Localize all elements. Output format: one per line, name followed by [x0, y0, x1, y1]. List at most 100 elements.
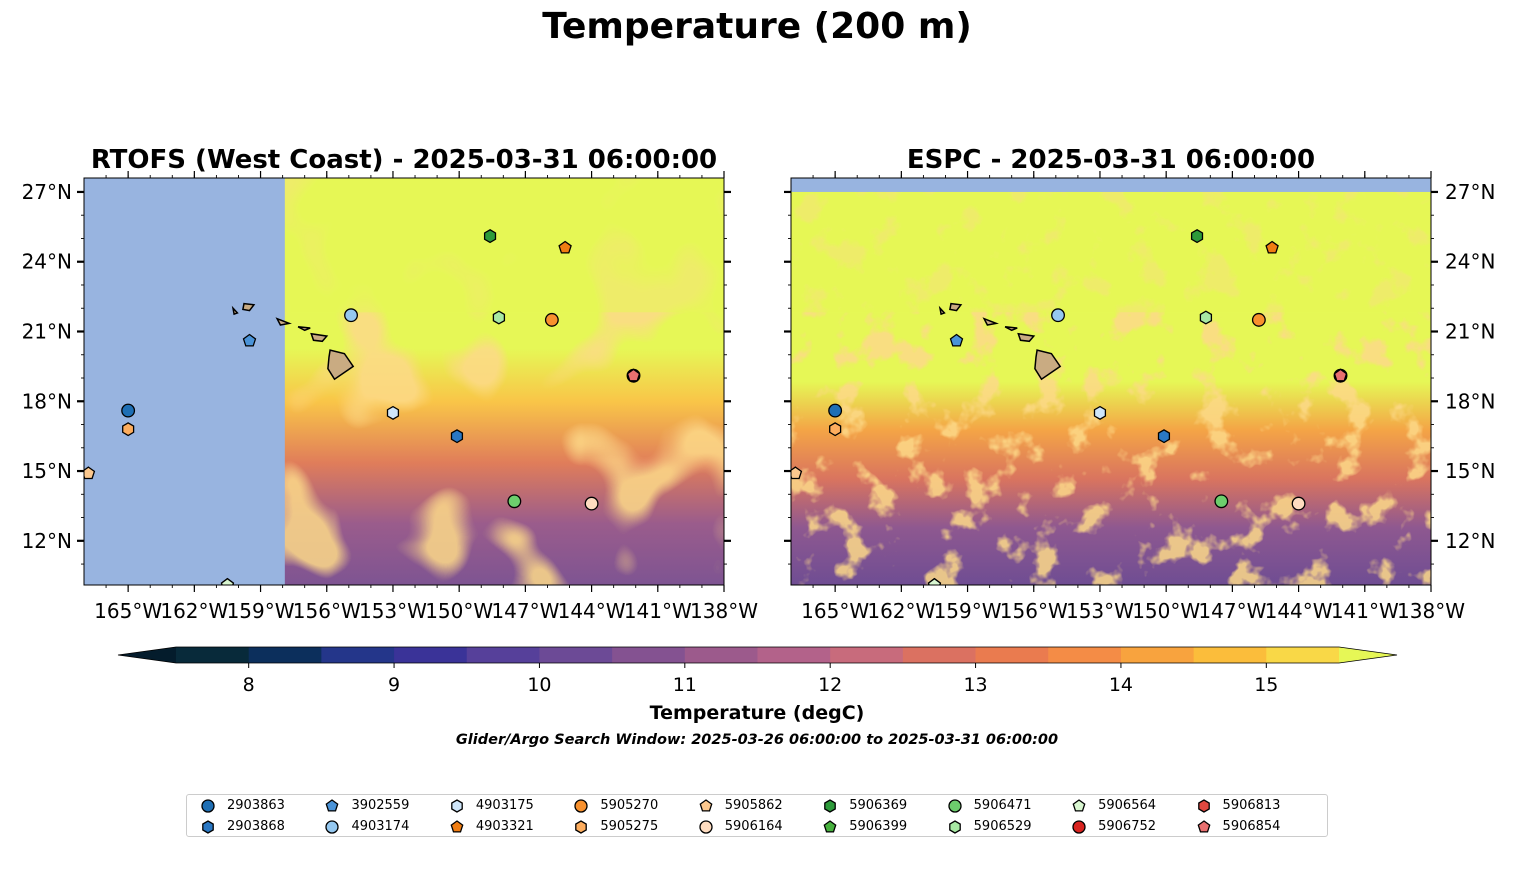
legend-label: 5906564 [1098, 798, 1157, 813]
temperature-field [84, 178, 724, 585]
float-marker-5906529 [1199, 310, 1213, 325]
lon-tick-label: 138°W [690, 599, 758, 623]
float-marker-5906369 [483, 229, 497, 244]
legend-marker-4903321 [450, 819, 464, 833]
legend-marker-5906471 [948, 798, 962, 813]
legend-marker-5905275 [575, 819, 588, 834]
circle-marker-icon [574, 798, 588, 813]
lat-tick-label: 27°N [1445, 180, 1495, 204]
legend-item: 5906529 [944, 816, 1068, 837]
colorbar-bin [757, 647, 831, 663]
legend-label: 2903863 [227, 798, 285, 813]
legend-item: 5906369 [819, 795, 943, 816]
lon-tick-label: 159°W [227, 599, 295, 623]
legend-item: 5905270 [570, 795, 694, 816]
colorbar-bin [466, 647, 540, 663]
float-marker-5905275 [122, 422, 135, 437]
legend-item: 2903868 [197, 816, 321, 837]
rtofs-map-panel: 165°W162°W159°W156°W153°W150°W147°W144°W… [22, 145, 759, 623]
legend-label: 5906529 [973, 819, 1032, 834]
circle-marker-icon [201, 798, 215, 813]
panel-title: ESPC - 2025-03-31 06:00:00 [907, 145, 1315, 175]
lon-tick-label: 144°W [558, 599, 626, 623]
colorbar-bin [176, 647, 250, 663]
colorbar-tick-label: 9 [388, 674, 400, 696]
legend-item: 5906854 [1193, 816, 1317, 837]
colorbar-bin [1193, 647, 1267, 663]
legend-item: 5906399 [819, 816, 943, 837]
legend-item: 5906564 [1068, 795, 1192, 816]
legend-marker-5906813 [1197, 798, 1210, 813]
colorbar-bin [248, 647, 322, 663]
colorbar-under-extend [118, 647, 176, 663]
float-marker-4903174 [1051, 308, 1065, 323]
legend-marker-5906164 [699, 819, 713, 834]
platform-legend: 2903863 2903868 3902559 4903174 4903175 49033… [186, 794, 1328, 837]
lon-tick-label: 138°W [1397, 599, 1465, 623]
legend-label: 4903174 [351, 819, 410, 834]
island [1004, 326, 1018, 332]
float-marker-3902559 [949, 333, 964, 347]
legend-label: 5905270 [600, 798, 659, 813]
legend-label: 5906752 [1098, 819, 1157, 834]
legend-marker-5906564 [1072, 798, 1086, 812]
lat-tick-label: 15°N [22, 459, 72, 483]
legend-marker-2903868 [202, 819, 214, 834]
figure-title: Temperature (200 m) [542, 6, 972, 47]
colorbar-bin [1048, 647, 1122, 663]
island [938, 305, 946, 316]
espc-map-panel: 165°W162°W159°W156°W153°W150°W147°W144°W… [784, 145, 1495, 623]
legend-label: 5906813 [1222, 798, 1281, 813]
float-marker-5906564 [927, 577, 942, 585]
legend-marker-5906399 [823, 819, 837, 833]
island [949, 302, 963, 312]
float-marker-4903174 [344, 308, 358, 323]
legend-item: 4903321 [446, 816, 570, 837]
legend-item: 5905275 [570, 816, 694, 837]
colorbar-tick-label: 11 [673, 674, 697, 696]
legend-item: 5905862 [695, 795, 819, 816]
legend-marker-5906752 [1072, 819, 1086, 834]
colorbar-bin [612, 647, 686, 663]
float-marker-2903868 [1157, 429, 1171, 444]
hexagon-marker-icon [1197, 798, 1210, 813]
lon-tick-label: 141°W [624, 599, 692, 623]
temperature-field [791, 178, 1431, 585]
legend-marker-5906854 [1197, 819, 1211, 833]
colorbar-over-extend [1339, 647, 1397, 663]
lon-tick-label: 147°W [1198, 599, 1266, 623]
legend-marker-3902559 [325, 798, 339, 812]
float-marker-4903175 [386, 405, 400, 420]
circle-marker-icon [699, 819, 713, 834]
float-marker-5905862 [791, 466, 803, 480]
colorbar-bin [830, 647, 904, 663]
legend-label: 4903321 [475, 819, 534, 834]
no-data-region [84, 178, 285, 585]
colorbar-tick-label: 15 [1254, 674, 1278, 696]
float-marker-2903863 [121, 403, 136, 418]
lat-tick-label: 24°N [1445, 250, 1495, 274]
lon-tick-label: 147°W [491, 599, 559, 623]
colorbar-tick-label: 14 [1109, 674, 1133, 696]
hexagon-marker-icon [451, 798, 463, 813]
lat-tick-label: 15°N [1445, 459, 1495, 483]
search-window-caption: Glider/Argo Search Window: 2025-03-26 06… [455, 732, 1059, 748]
colorbar-bin [1266, 647, 1340, 663]
lon-tick-label: 156°W [293, 599, 361, 623]
colorbar-tick-label: 12 [818, 674, 842, 696]
legend-label: 5905862 [724, 798, 783, 813]
colorbar-bin [394, 647, 468, 663]
legend-marker-5905270 [574, 798, 588, 813]
pentagon-marker-icon [823, 819, 837, 833]
lat-tick-label: 18°N [22, 389, 72, 413]
legend-item: 5906164 [695, 816, 819, 837]
float-marker-5906164 [584, 496, 599, 511]
float-marker-4903175 [1093, 405, 1107, 420]
float-marker-5905270 [1251, 312, 1266, 327]
lat-tick-label: 18°N [1445, 389, 1495, 413]
island [297, 326, 311, 332]
hexagon-marker-icon [948, 819, 961, 834]
colorbar-bin [902, 647, 977, 663]
legend-label: 4903175 [475, 798, 534, 813]
hexagon-marker-icon [202, 819, 214, 834]
